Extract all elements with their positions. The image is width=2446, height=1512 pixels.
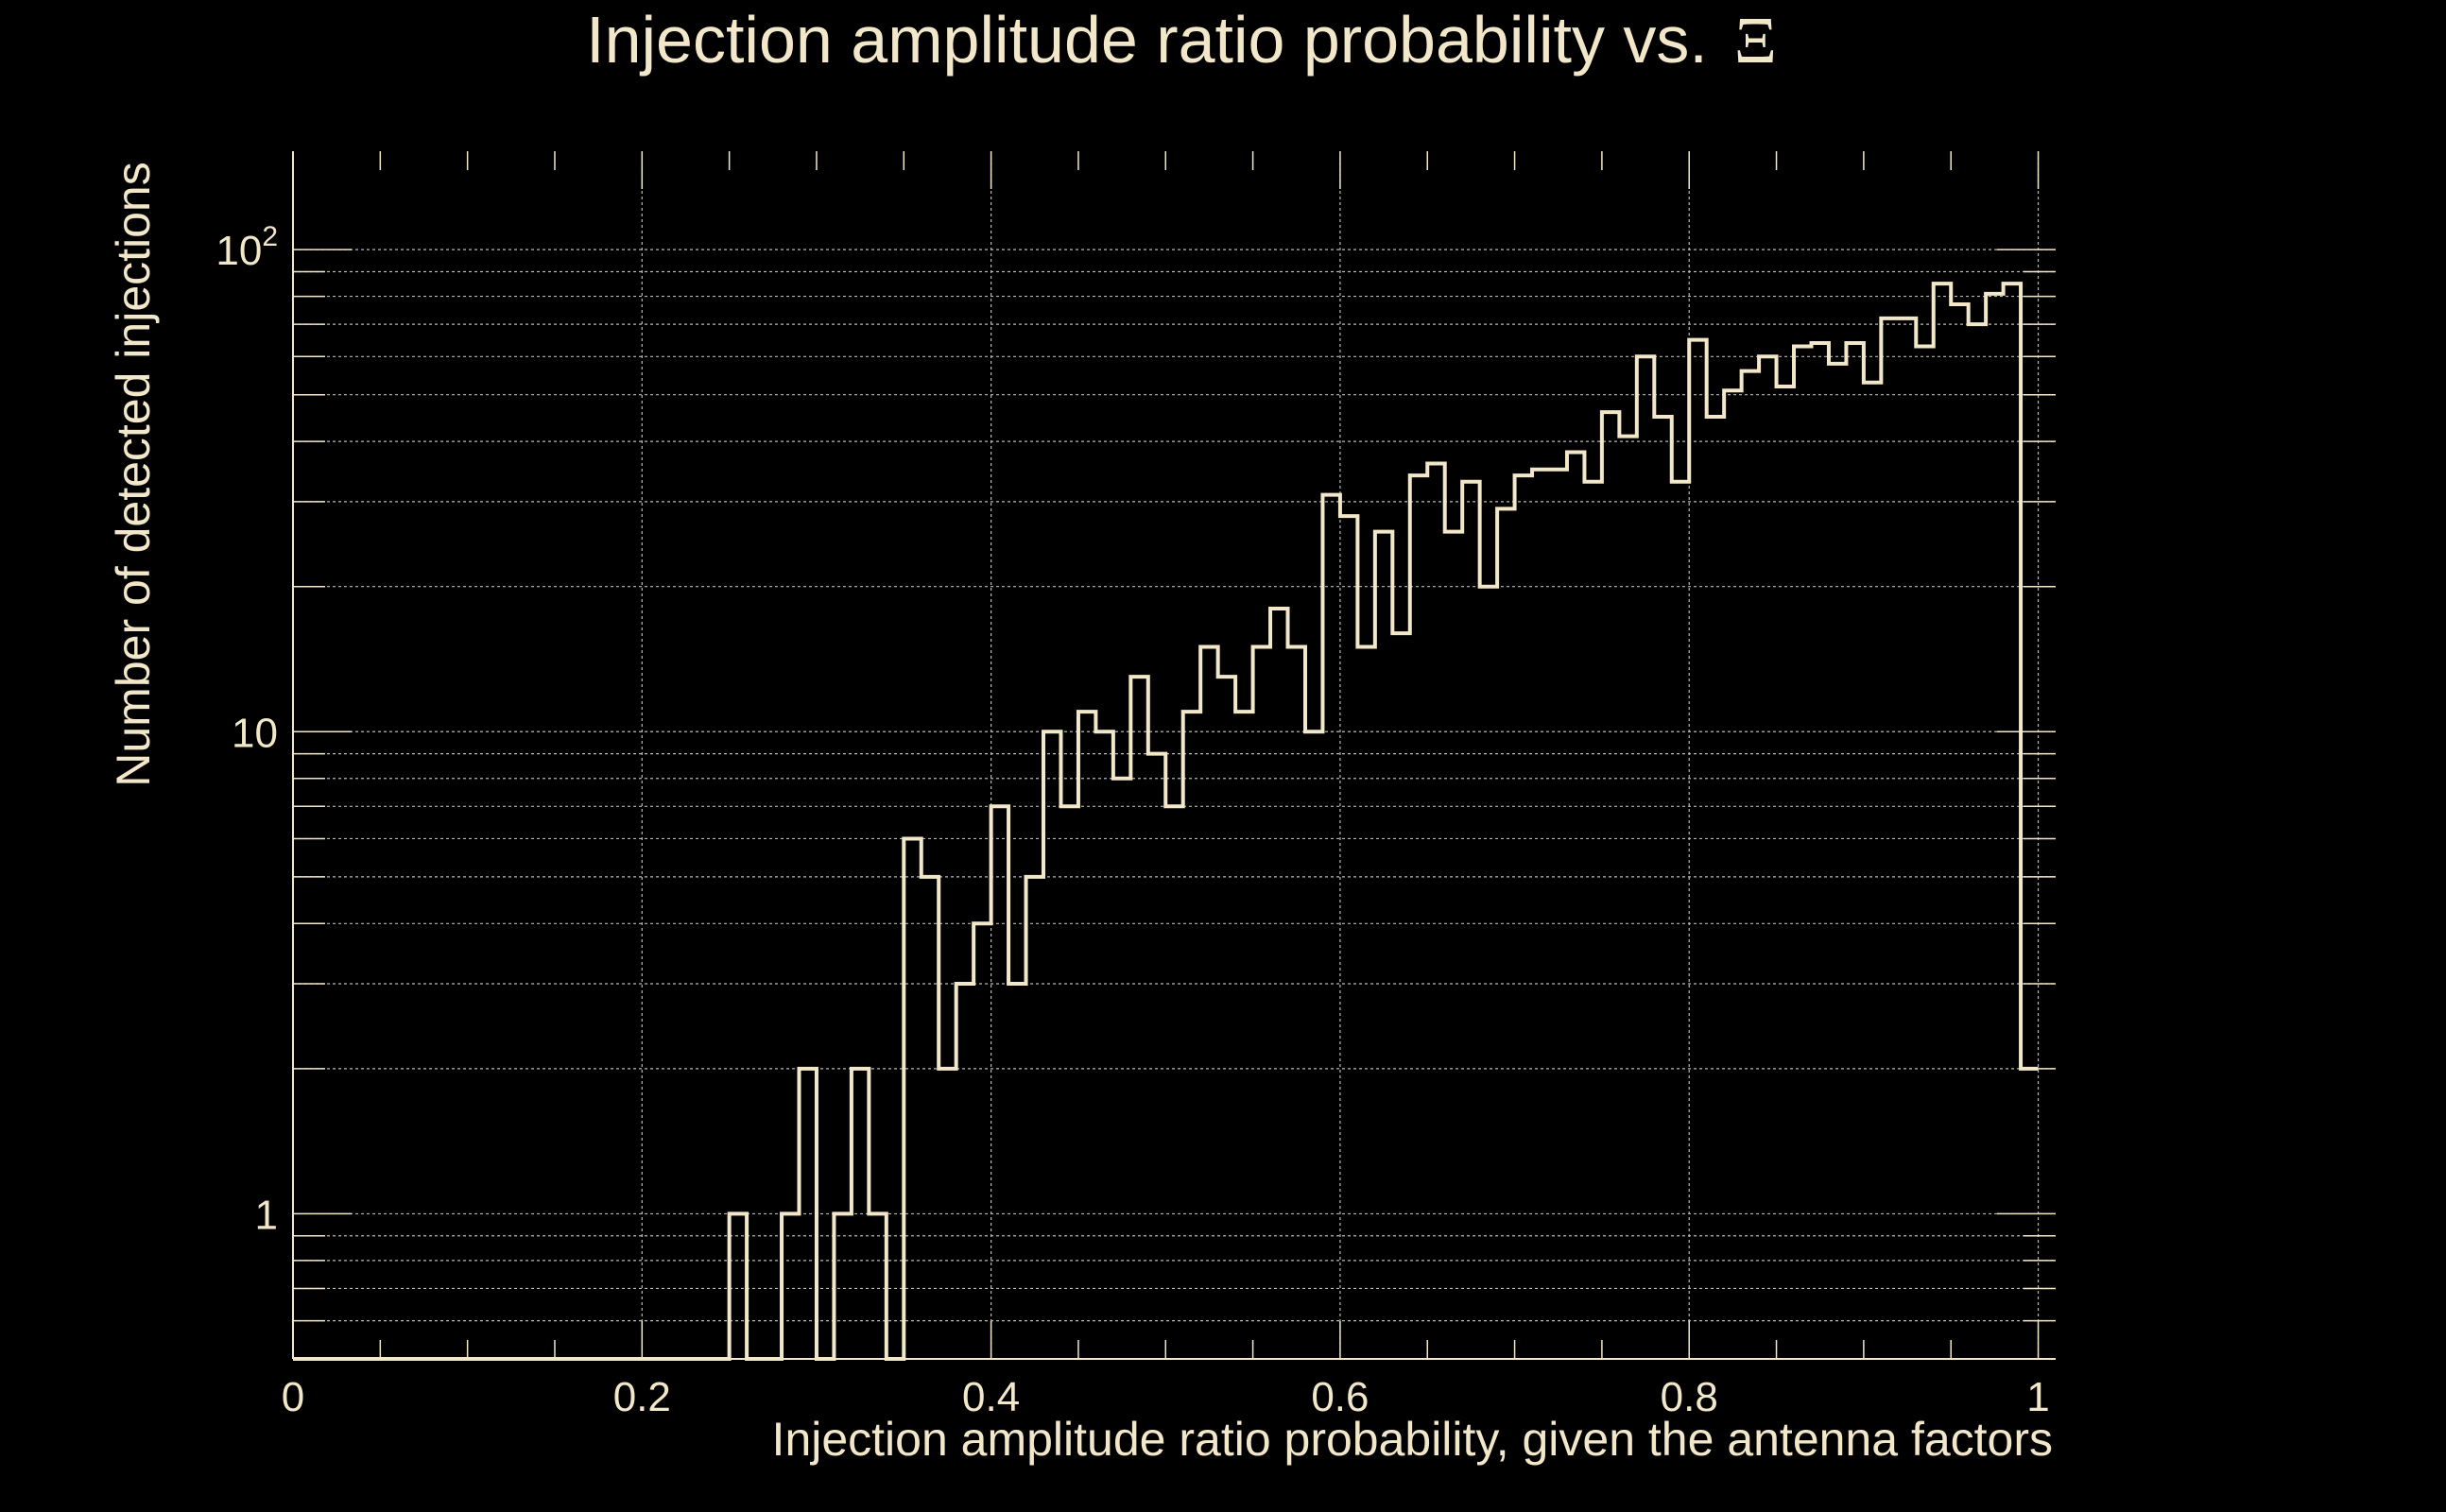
histogram-bin xyxy=(1043,731,1060,1359)
histogram-bin xyxy=(1689,340,1706,1359)
histogram-bin xyxy=(1357,646,1374,1359)
histogram-bin xyxy=(1550,470,1567,1359)
x-tick-label: 0.4 xyxy=(962,1374,1020,1420)
histogram-bin xyxy=(1183,712,1200,1359)
data-layer xyxy=(293,282,2039,1361)
histogram-bin xyxy=(782,1213,799,1359)
histogram-bin xyxy=(2021,1069,2038,1359)
histogram-bin xyxy=(1497,508,1514,1359)
histogram-bin xyxy=(1305,731,1322,1359)
histogram-bin xyxy=(1008,984,1025,1359)
histogram-bin xyxy=(956,984,973,1359)
histogram-bin xyxy=(1951,304,1968,1359)
histogram-bin xyxy=(1829,364,1846,1359)
y-tick-label: 1 xyxy=(255,1192,278,1238)
histogram-bin xyxy=(1148,754,1165,1359)
histogram-bin xyxy=(1218,677,1235,1359)
histogram-bin xyxy=(1200,646,1217,1359)
histogram-bin xyxy=(1375,532,1392,1359)
histogram-bin xyxy=(1864,383,1881,1359)
y-axis-label: Number of detected injections xyxy=(107,162,160,786)
x-axis-label: Injection amplitude ratio probability, g… xyxy=(772,1413,2053,1466)
histogram-bin xyxy=(1410,475,1427,1359)
chart-title: Injection amplitude ratio probability vs… xyxy=(586,3,1777,77)
histogram-bin xyxy=(1288,646,1305,1359)
y-tick-base: 10 xyxy=(215,228,262,274)
histogram-bin xyxy=(2004,284,2021,1359)
histogram-bin xyxy=(1899,318,1916,1359)
chart-title-text: Injection amplitude ratio probability vs… xyxy=(586,3,1708,77)
histogram-bin xyxy=(1532,470,1549,1359)
histogram-bin xyxy=(1777,387,1794,1359)
histogram-bin xyxy=(939,1069,956,1359)
histogram-bin xyxy=(1584,482,1601,1359)
histogram-bin xyxy=(1969,324,1986,1359)
histogram-bin xyxy=(1235,712,1252,1359)
histogram-bin xyxy=(904,838,921,1359)
y-tick-exponent: 2 xyxy=(262,221,278,252)
histogram-bin xyxy=(1515,475,1532,1359)
histogram-bin xyxy=(1602,412,1619,1359)
histogram-series xyxy=(293,282,2039,1361)
x-tick-label: 0.2 xyxy=(613,1374,671,1420)
histogram-bin xyxy=(1060,806,1077,1359)
histogram-bin xyxy=(1480,587,1497,1359)
histogram-bin xyxy=(1724,390,1741,1359)
histogram-bin xyxy=(799,1069,816,1359)
histogram-bin xyxy=(869,1213,886,1359)
histogram-bin xyxy=(1165,806,1182,1359)
x-tick-label: 0.8 xyxy=(1661,1374,1718,1420)
histogram-bin xyxy=(1392,633,1409,1359)
histogram-bin xyxy=(1759,356,1776,1359)
histogram-bin xyxy=(1637,356,1654,1359)
histogram-bin xyxy=(1445,532,1462,1359)
histogram-bin xyxy=(1811,343,1828,1359)
histogram-bin xyxy=(991,806,1008,1359)
histogram-bin xyxy=(1881,318,1898,1359)
x-tick-label: 0.6 xyxy=(1311,1374,1369,1420)
histogram-bin xyxy=(1916,346,1933,1359)
histogram-bin xyxy=(1846,343,1863,1359)
histogram-bin xyxy=(1026,877,1043,1359)
histogram-bin xyxy=(1794,346,1811,1359)
histogram-bin xyxy=(730,1213,747,1359)
x-tick-label: 0 xyxy=(282,1374,304,1420)
histogram-bin xyxy=(1707,417,1724,1359)
histogram-bin xyxy=(1095,731,1112,1359)
histogram-bin xyxy=(1934,284,1951,1359)
histogram-bin xyxy=(1619,437,1636,1359)
histogram-bin xyxy=(834,1213,851,1359)
histogram-bin xyxy=(1340,516,1357,1359)
histogram-bin xyxy=(922,877,939,1359)
histogram-bin xyxy=(852,1069,869,1359)
histogram-bin xyxy=(1427,463,1444,1359)
y-tick-label: 102 xyxy=(215,221,278,274)
y-tick-label: 10 xyxy=(232,710,278,756)
histogram-bin xyxy=(1253,646,1270,1359)
x-tick-label: 1 xyxy=(2026,1374,2049,1420)
histogram-bin xyxy=(1270,609,1287,1359)
histogram-bin xyxy=(1130,677,1147,1359)
histogram-bin xyxy=(1078,712,1095,1359)
histogram-bin xyxy=(1672,482,1689,1359)
chart-title-symbol: Ξ xyxy=(1734,5,1777,77)
histogram-bin xyxy=(1654,417,1671,1359)
histogram-bin xyxy=(1986,294,2003,1359)
histogram-bin xyxy=(1322,495,1339,1359)
labels-layer: Injection amplitude ratio probability vs… xyxy=(107,3,2053,1466)
histogram-bin xyxy=(1462,482,1479,1359)
histogram-bin xyxy=(1567,453,1584,1359)
histogram-bin xyxy=(1742,371,1759,1359)
histogram-bin xyxy=(1113,779,1130,1359)
histogram-bin xyxy=(973,923,990,1359)
